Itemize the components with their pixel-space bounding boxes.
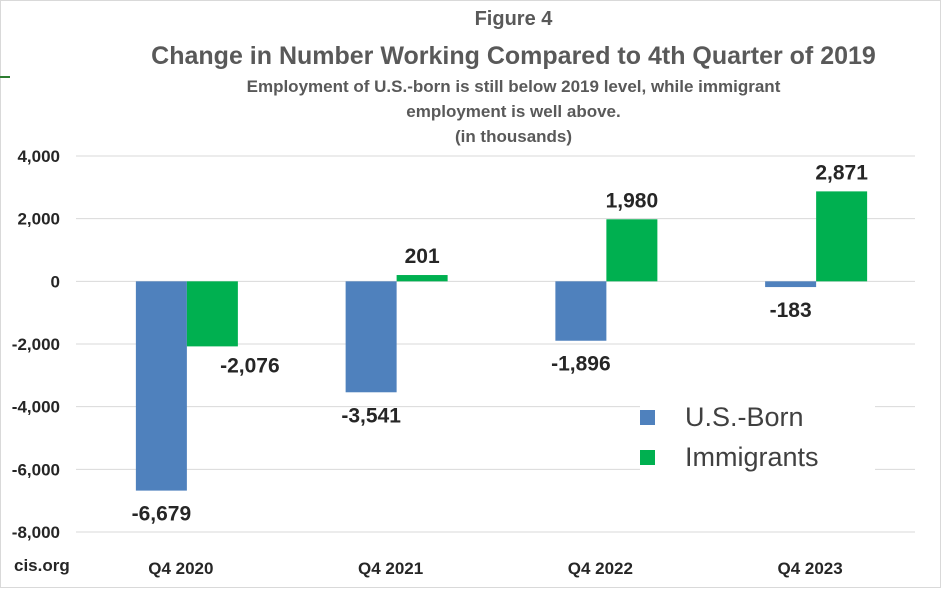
legend-item-us-born: U.S.-Born xyxy=(640,402,804,433)
figure-label: Figure 4 xyxy=(474,8,553,30)
bar-immigrants xyxy=(816,191,868,282)
data-label: -6,679 xyxy=(132,503,192,526)
chart-subtitle-line-1: Employment of U.S.-born is still below 2… xyxy=(246,77,781,96)
y-tick-label: -8,000 xyxy=(12,523,60,542)
x-tick-label: Q4 2021 xyxy=(358,559,423,578)
bar-us-born xyxy=(345,281,397,393)
bar-us-born xyxy=(555,281,607,341)
x-tick-label: Q4 2023 xyxy=(778,559,843,578)
legend-label-immigrants: Immigrants xyxy=(685,442,819,472)
legend-swatch-immigrants xyxy=(640,450,655,465)
x-tick-label: Q4 2020 xyxy=(148,559,213,578)
legend-label-us-born: U.S.-Born xyxy=(685,402,804,432)
legend-swatch-us-born xyxy=(640,410,655,425)
legend: U.S.-Born Immigrants xyxy=(640,398,875,478)
source-label: cis.org xyxy=(14,556,70,575)
data-label: 201 xyxy=(405,245,440,268)
chart-subtitle-line-2: employment is well above. xyxy=(406,102,621,121)
bar-us-born xyxy=(765,281,817,288)
data-label: 1,980 xyxy=(606,189,659,212)
data-label: 2,871 xyxy=(815,161,868,184)
y-tick-label: -6,000 xyxy=(12,460,60,479)
bar-immigrants xyxy=(606,219,658,282)
bar-us-born xyxy=(135,281,187,491)
y-tick-label: -4,000 xyxy=(12,398,60,417)
chart-title: Change in Number Working Compared to 4th… xyxy=(151,42,876,70)
data-label: -3,541 xyxy=(341,404,401,427)
y-tick-label: 2,000 xyxy=(17,210,60,229)
y-tick-label: 4,000 xyxy=(17,147,60,166)
bar-immigrants xyxy=(396,275,448,282)
data-label: -1,896 xyxy=(551,353,611,376)
chart-subtitle-line-3: (in thousands) xyxy=(454,127,573,146)
y-tick-label: 0 xyxy=(51,272,60,291)
bar-immigrants xyxy=(186,281,238,347)
y-tick-label: -2,000 xyxy=(12,335,60,354)
data-label: -183 xyxy=(770,299,812,322)
legend-item-immigrants: Immigrants xyxy=(640,442,819,473)
x-tick-label: Q4 2022 xyxy=(568,559,633,578)
data-label: -2,076 xyxy=(220,354,280,377)
edge-marker xyxy=(0,76,10,78)
